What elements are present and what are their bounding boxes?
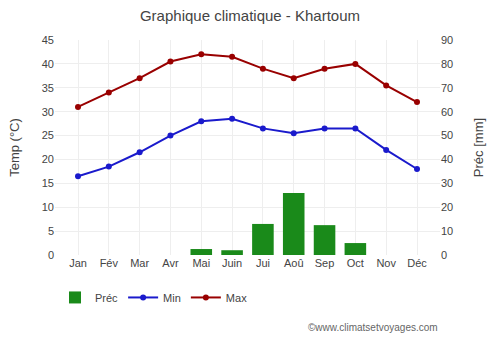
svg-text:Jui: Jui	[256, 257, 270, 269]
svg-text:40: 40	[42, 58, 54, 70]
svg-text:40: 40	[441, 153, 453, 165]
svg-text:Min: Min	[163, 292, 181, 304]
svg-text:10: 10	[441, 225, 453, 237]
svg-text:0: 0	[48, 249, 54, 261]
svg-text:30: 30	[42, 106, 54, 118]
svg-text:80: 80	[441, 58, 453, 70]
svg-text:30: 30	[441, 177, 453, 189]
svg-text:Oct: Oct	[347, 257, 364, 269]
svg-text:Nov: Nov	[376, 257, 396, 269]
svg-text:Mar: Mar	[130, 257, 149, 269]
svg-text:5: 5	[48, 225, 54, 237]
svg-text:Juin: Juin	[222, 257, 242, 269]
svg-text:Fév: Fév	[100, 257, 119, 269]
svg-text:50: 50	[441, 129, 453, 141]
svg-text:Avr: Avr	[162, 257, 179, 269]
svg-text:©www.climatsetvoyages.com: ©www.climatsetvoyages.com	[308, 322, 438, 333]
svg-text:25: 25	[42, 129, 54, 141]
svg-text:20: 20	[42, 153, 54, 165]
svg-text:Temp (°C): Temp (°C)	[7, 118, 22, 177]
svg-text:10: 10	[42, 201, 54, 213]
svg-text:Aoû: Aoû	[284, 257, 304, 269]
svg-text:90: 90	[441, 34, 453, 46]
svg-text:Préc [mm]: Préc [mm]	[471, 118, 486, 177]
svg-text:Max: Max	[226, 292, 247, 304]
svg-text:60: 60	[441, 106, 453, 118]
svg-text:35: 35	[42, 82, 54, 94]
svg-text:0: 0	[441, 249, 447, 261]
svg-text:Jan: Jan	[69, 257, 87, 269]
svg-text:20: 20	[441, 201, 453, 213]
svg-text:Sep: Sep	[315, 257, 335, 269]
svg-text:Mai: Mai	[192, 257, 210, 269]
svg-text:Déc: Déc	[407, 257, 427, 269]
svg-text:15: 15	[42, 177, 54, 189]
svg-text:Graphique climatique - Khartou: Graphique climatique - Khartoum	[140, 7, 360, 24]
svg-text:70: 70	[441, 82, 453, 94]
svg-text:45: 45	[42, 34, 54, 46]
svg-text:Préc: Préc	[95, 292, 118, 304]
